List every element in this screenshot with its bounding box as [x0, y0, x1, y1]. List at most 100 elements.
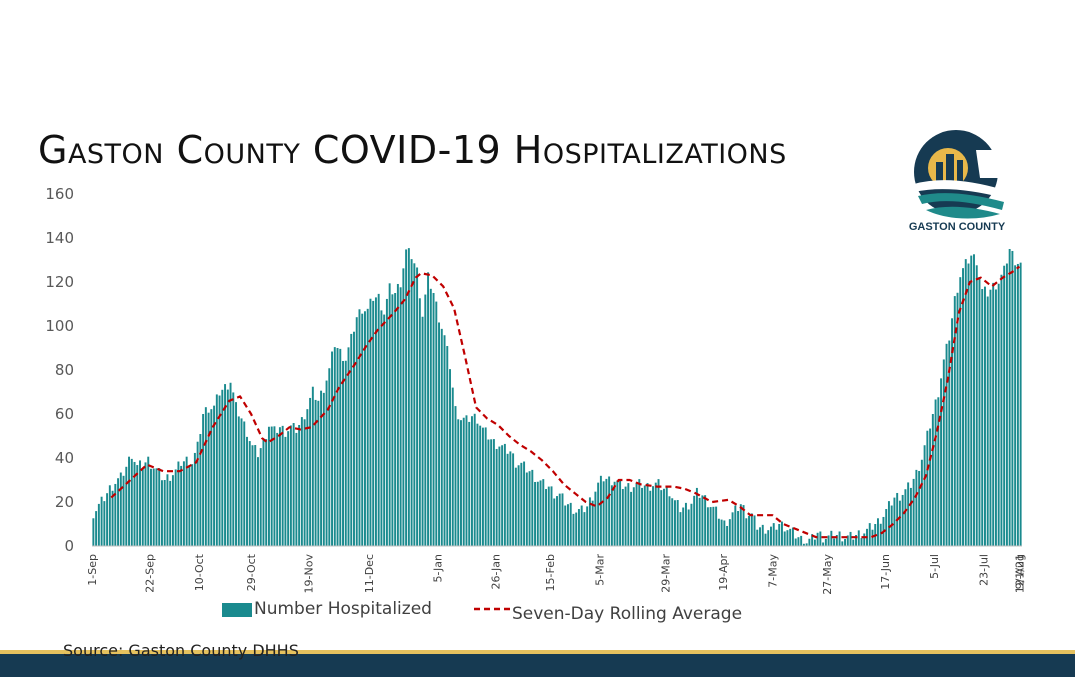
bar	[169, 480, 172, 546]
bar	[989, 289, 992, 546]
bar	[528, 471, 531, 546]
bar	[300, 417, 303, 546]
bar	[934, 399, 937, 546]
bar	[363, 311, 366, 546]
legend-bar-swatch	[222, 603, 252, 617]
bar	[128, 456, 131, 546]
bar	[786, 530, 789, 546]
bar	[706, 507, 709, 546]
bar	[465, 415, 468, 546]
logo-text: GASTON COUNTY	[909, 221, 1006, 233]
bar	[416, 267, 419, 546]
bar	[668, 496, 671, 546]
bar	[739, 504, 742, 546]
bar	[539, 480, 542, 546]
bar	[1005, 263, 1008, 546]
x-tick-label: 10-Oct	[193, 553, 206, 591]
bar	[284, 436, 287, 546]
bar	[509, 451, 512, 546]
bar	[986, 296, 989, 546]
bar	[852, 539, 855, 546]
bar	[333, 347, 336, 546]
bar	[182, 461, 185, 546]
bar	[800, 535, 803, 546]
bar	[619, 479, 622, 546]
bar	[322, 392, 325, 546]
bar	[328, 368, 331, 546]
bar	[405, 249, 408, 546]
bar	[287, 431, 290, 546]
bar	[794, 538, 797, 546]
bar	[901, 494, 904, 546]
bar	[945, 343, 948, 546]
bar	[1000, 274, 1003, 546]
bar	[410, 259, 413, 546]
bar	[336, 348, 339, 546]
bar	[177, 461, 180, 546]
bar	[213, 405, 216, 546]
bar	[542, 479, 545, 546]
bar	[871, 529, 874, 546]
bar	[830, 530, 833, 546]
bar	[207, 412, 210, 546]
bar	[660, 490, 663, 546]
bar	[835, 535, 838, 546]
bar	[114, 483, 117, 546]
bar	[125, 466, 128, 546]
bar	[1016, 263, 1019, 546]
bar	[632, 487, 635, 546]
bar	[240, 418, 243, 546]
bar	[449, 369, 451, 546]
bar	[536, 481, 539, 546]
bar	[877, 518, 879, 546]
bar	[547, 486, 550, 546]
bar	[978, 277, 981, 546]
bar	[937, 397, 940, 546]
bar	[764, 533, 767, 546]
bar	[879, 523, 882, 546]
bar	[929, 428, 932, 546]
bar	[973, 254, 975, 546]
bar	[188, 466, 191, 546]
bar	[139, 460, 141, 546]
bar	[103, 501, 106, 546]
bar	[298, 425, 301, 546]
bar	[624, 486, 627, 546]
x-tick-label: 5-Mar	[594, 554, 607, 586]
bar	[953, 296, 956, 546]
bar	[185, 456, 188, 546]
bar	[682, 507, 685, 546]
bar	[761, 524, 764, 546]
bar	[687, 509, 690, 546]
bar	[342, 360, 344, 546]
bar	[599, 475, 602, 546]
bar	[248, 441, 251, 546]
bar	[671, 498, 674, 546]
bar	[525, 472, 528, 546]
bar	[893, 497, 896, 546]
y-tick-label: 140	[45, 229, 74, 247]
bar	[270, 426, 273, 546]
bar	[597, 482, 600, 546]
bar	[369, 298, 372, 546]
bar	[569, 502, 572, 546]
bar	[344, 360, 347, 546]
bar	[443, 335, 446, 546]
bar	[684, 502, 687, 546]
bar	[484, 427, 487, 546]
bar	[849, 531, 852, 546]
bar	[278, 427, 281, 546]
bar	[791, 527, 794, 546]
bar	[646, 483, 649, 546]
bar	[446, 346, 449, 546]
bar	[567, 504, 569, 546]
bar	[726, 525, 729, 546]
bar	[715, 506, 718, 546]
bar	[512, 453, 515, 546]
bar	[237, 416, 240, 546]
bar	[802, 543, 805, 546]
bar	[246, 436, 248, 546]
bar	[531, 469, 534, 546]
bar	[813, 539, 816, 546]
bar	[221, 389, 224, 546]
